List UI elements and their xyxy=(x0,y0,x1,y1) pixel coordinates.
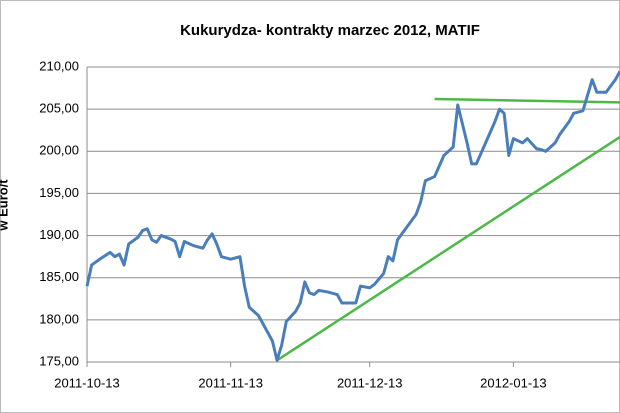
y-tick-label: 200,00 xyxy=(39,143,79,158)
chart-title: Kukurydza- kontrakty marzec 2012, MATIF xyxy=(180,22,480,39)
y-tick-label: 210,00 xyxy=(39,58,79,73)
y-tick-label: 180,00 xyxy=(39,311,79,326)
y-tick-label: 185,00 xyxy=(39,269,79,284)
y-tick-label: 205,00 xyxy=(39,101,79,116)
x-tick-label: 2011-12-13 xyxy=(337,375,403,390)
price-line xyxy=(85,70,620,362)
y-axis-label: w Euro/t xyxy=(0,179,10,232)
trend-line xyxy=(434,97,620,104)
x-tick-label: 2012-01-13 xyxy=(480,375,547,390)
y-tick-label: 195,00 xyxy=(39,185,79,200)
y-tick-label: 175,00 xyxy=(39,353,79,368)
y-tick-label: 190,00 xyxy=(39,227,79,242)
trend-line xyxy=(276,135,620,362)
x-tick-label: 2011-11-13 xyxy=(198,375,263,390)
x-tick-label: 2011-10-13 xyxy=(54,375,120,390)
